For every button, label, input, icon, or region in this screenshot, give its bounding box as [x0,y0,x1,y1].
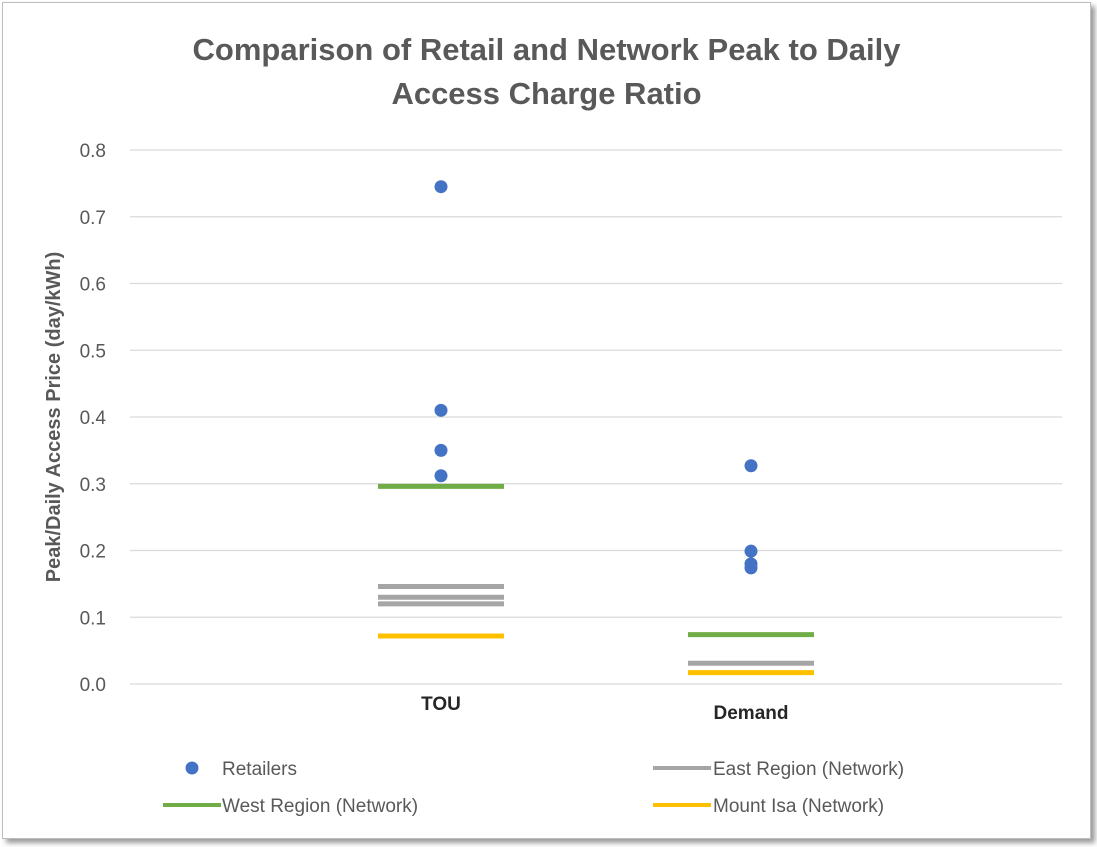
legend-dot-marker [185,761,199,775]
y-tick-label: 0.3 [80,475,106,496]
y-tick-label: 0.7 [80,208,106,229]
legend: Retailers East Region (Network) West Regio… [163,759,904,817]
y-axis-label: Peak/Daily Access Price (day/kWh) [43,252,65,583]
x-axis-categories: TOU Demand [421,694,788,724]
legend-label: Retailers [222,759,297,780]
chart-title-line-1: Comparison of Retail and Network Peak to… [192,32,901,67]
y-axis-ticks: 0.0 0.1 0.2 0.3 0.4 0.5 0.6 0.7 0.8 [80,141,107,696]
retailer-point [744,561,758,575]
retailer-point [434,403,448,417]
retailer-point [434,180,448,194]
retailer-point [434,469,448,483]
y-tick-label: 0.1 [80,608,106,629]
x-category-label: TOU [421,694,461,715]
gridlines [130,149,1062,685]
y-tick-label: 0.8 [80,141,106,162]
chart-title-line-2: Access Charge Ratio [391,76,702,111]
y-tick-label: 0.4 [80,408,107,429]
retailer-point [434,443,448,457]
legend-label: East Region (Network) [713,759,904,780]
y-tick-label: 0.0 [80,675,106,696]
y-tick-label: 0.6 [80,275,106,296]
legend-label: Mount Isa (Network) [713,796,884,817]
chart-title: Comparison of Retail and Network Peak to… [0,28,1093,116]
retailer-point [744,544,758,558]
x-category-label: Demand [714,703,789,724]
chart-marks [378,180,814,676]
legend-label: West Region (Network) [222,796,418,817]
y-tick-label: 0.2 [80,542,106,563]
retailer-point [744,459,758,473]
y-tick-label: 0.5 [80,341,106,362]
